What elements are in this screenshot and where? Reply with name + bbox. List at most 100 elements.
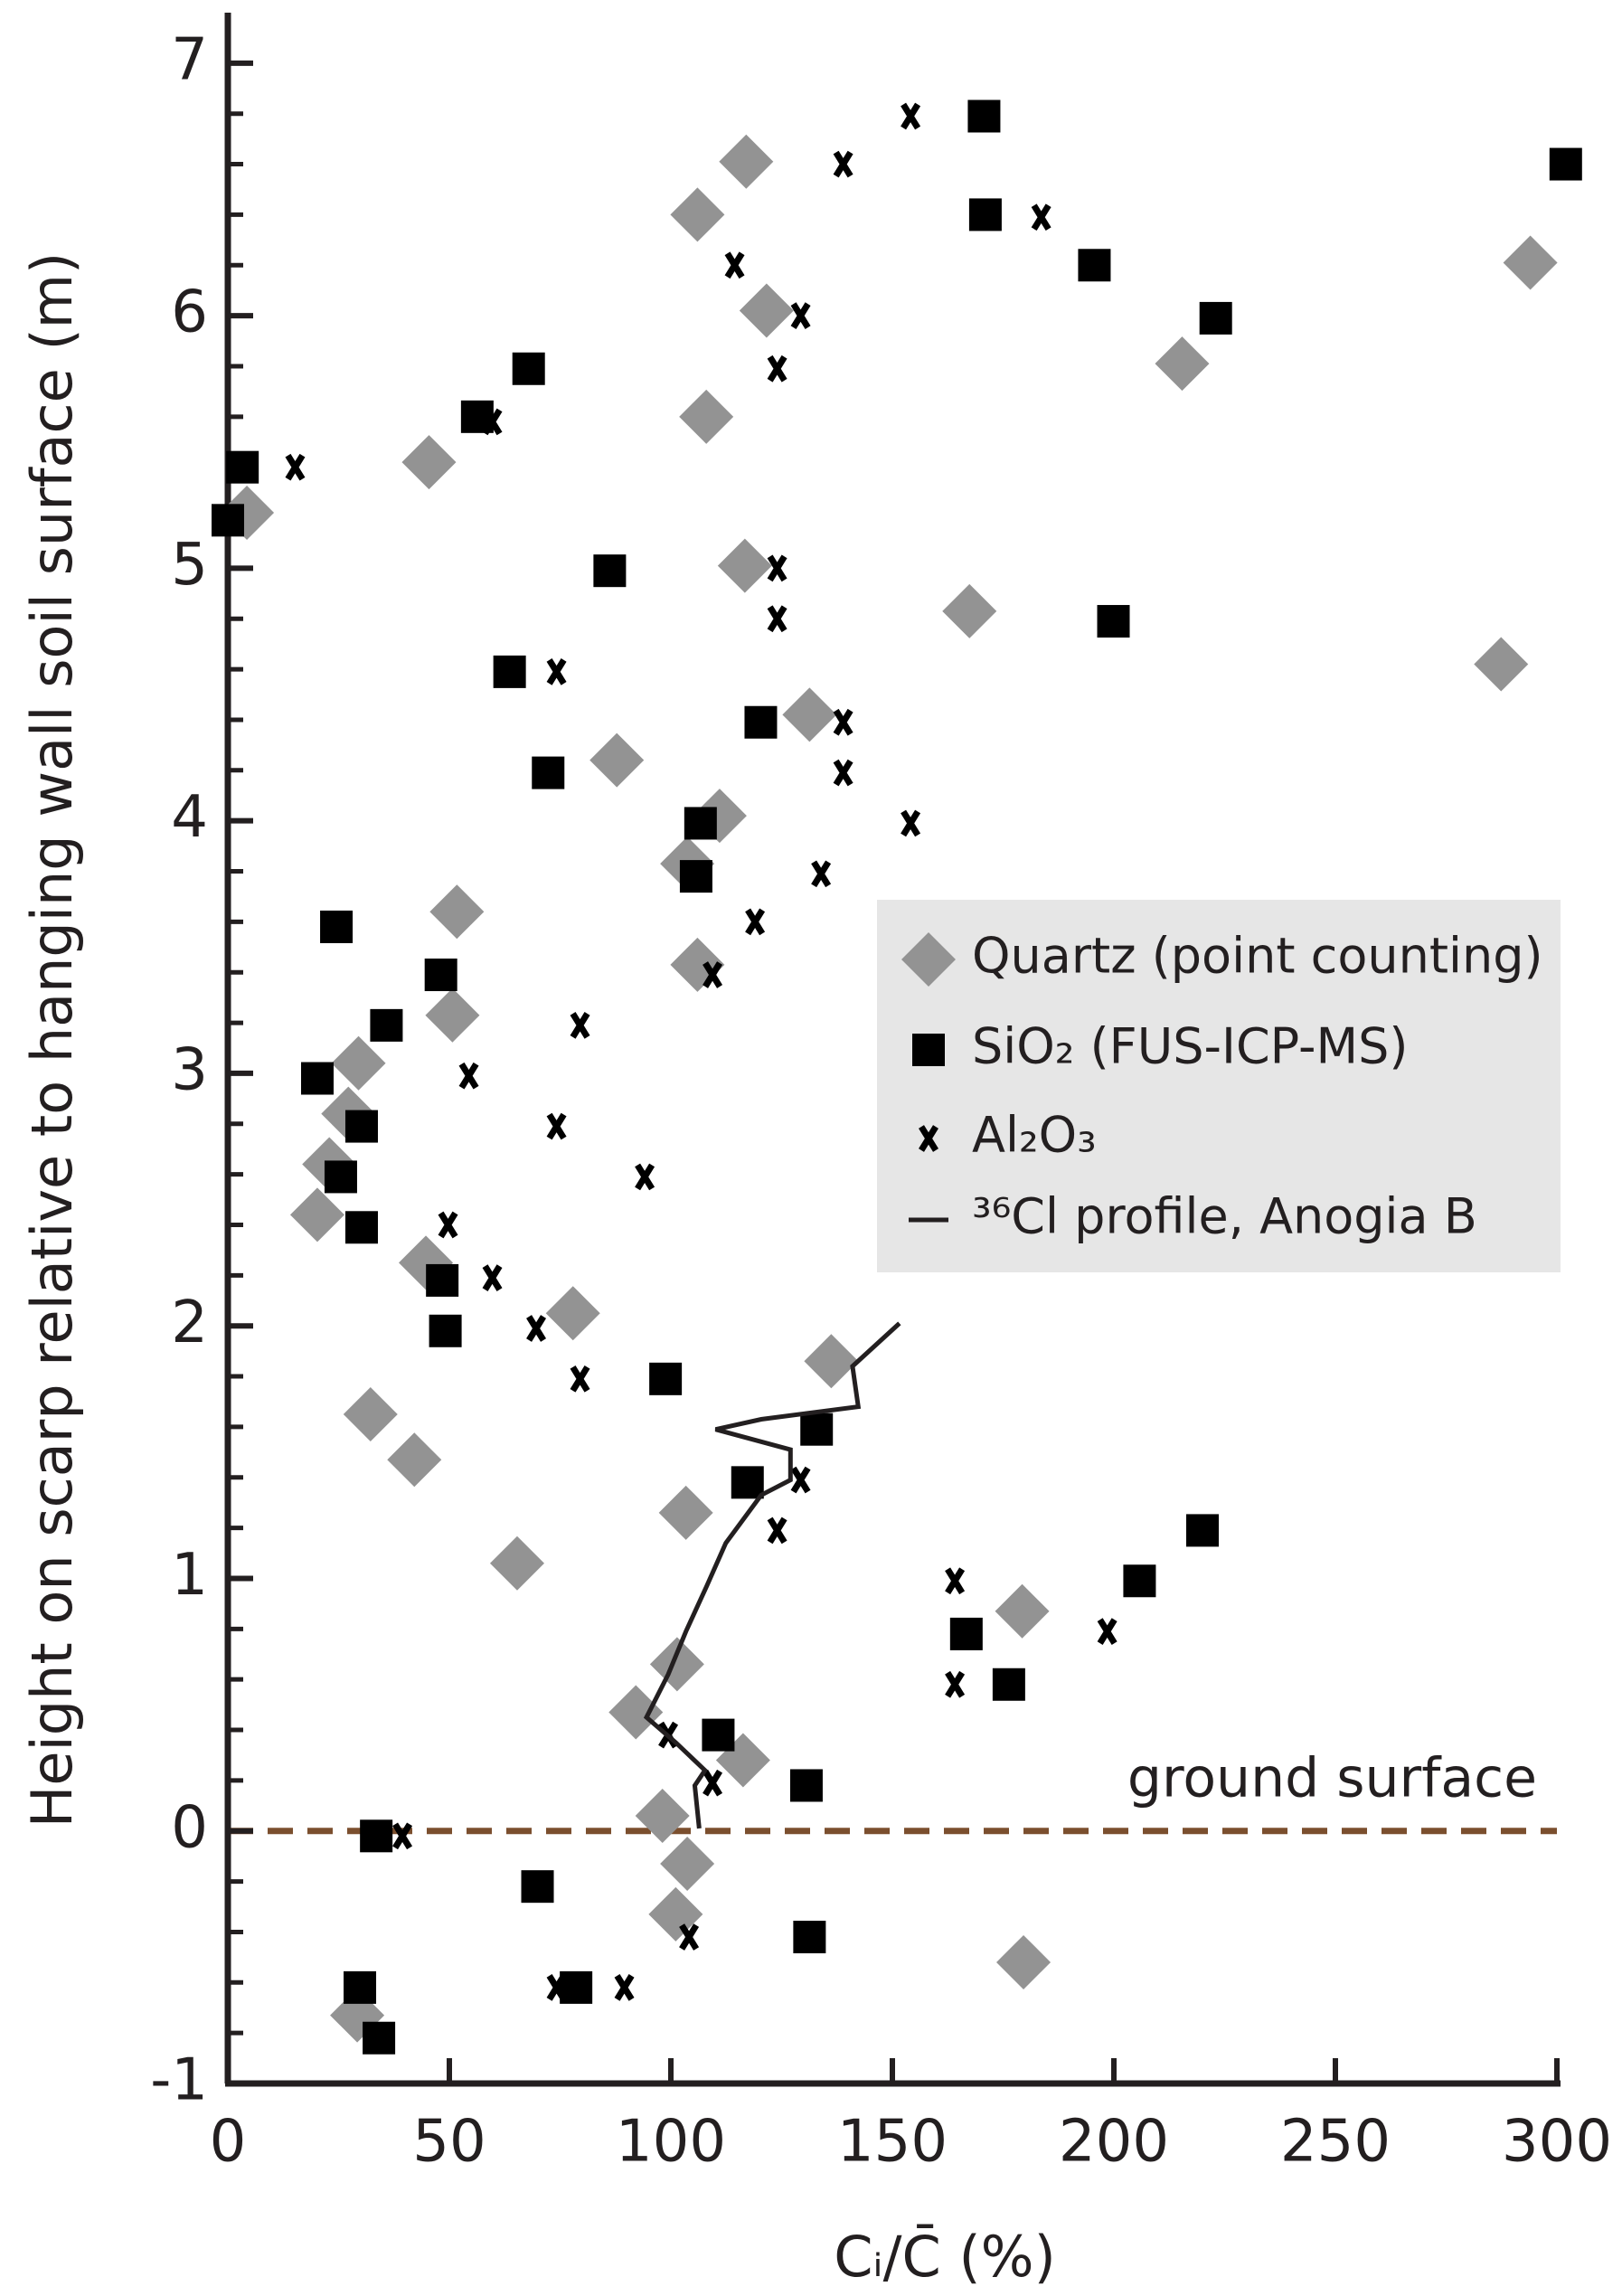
y-tick-label: 2 bbox=[171, 1290, 208, 1356]
point-square bbox=[363, 2021, 396, 2055]
point-diamond bbox=[608, 1685, 664, 1740]
point-x bbox=[945, 1567, 966, 1595]
point-square bbox=[1078, 249, 1111, 282]
point-x bbox=[546, 1974, 567, 2001]
point-square bbox=[949, 1617, 983, 1650]
point-x bbox=[614, 1974, 635, 2001]
point-diamond bbox=[401, 435, 457, 490]
point-x bbox=[526, 1315, 547, 1342]
legend-marker bbox=[901, 932, 956, 987]
point-x bbox=[767, 554, 787, 582]
point-diamond bbox=[545, 1286, 600, 1341]
point-diamond bbox=[425, 987, 480, 1043]
point-diamond bbox=[343, 1386, 398, 1441]
point-square bbox=[360, 1819, 393, 1853]
point-x bbox=[767, 354, 787, 383]
point-square bbox=[560, 1970, 593, 2004]
point-diamond bbox=[942, 583, 997, 638]
point-diamond bbox=[1503, 235, 1558, 290]
point-diamond bbox=[1474, 637, 1529, 692]
legend-label: Al₂O₃ bbox=[972, 1107, 1097, 1164]
y-tick-label: 5 bbox=[171, 532, 208, 599]
point-diamond bbox=[331, 1035, 386, 1091]
point-diamond bbox=[719, 134, 774, 189]
point-x bbox=[458, 1062, 479, 1090]
x-tick-label: 0 bbox=[210, 2109, 247, 2176]
point-diamond bbox=[995, 1583, 1050, 1639]
point-square bbox=[512, 352, 545, 385]
point-diamond bbox=[589, 732, 645, 788]
point-square bbox=[684, 807, 717, 840]
point-square bbox=[1549, 147, 1582, 181]
x-tick-label: 250 bbox=[1280, 2109, 1391, 2176]
point-diamond bbox=[804, 1334, 859, 1389]
y-tick-label: 1 bbox=[171, 1542, 208, 1609]
point-x bbox=[790, 1466, 811, 1494]
annotation: ground surface bbox=[1127, 1746, 1537, 1809]
y-tick-label: 3 bbox=[171, 1037, 208, 1104]
point-x bbox=[767, 1516, 787, 1545]
point-square bbox=[702, 1718, 735, 1752]
point-square bbox=[744, 705, 778, 739]
point-x bbox=[679, 1923, 700, 1951]
point-square bbox=[424, 959, 457, 992]
legend-marker bbox=[919, 1125, 938, 1152]
point-x bbox=[635, 1163, 655, 1191]
point-x bbox=[703, 1769, 723, 1797]
point-square bbox=[344, 1211, 378, 1244]
point-square bbox=[793, 1921, 826, 1954]
x-axis-label: Cᵢ/C̄ (%) bbox=[834, 2224, 1056, 2290]
point-diamond bbox=[387, 1432, 442, 1488]
point-diamond bbox=[660, 1837, 715, 1892]
point-x bbox=[570, 1365, 590, 1393]
point-square bbox=[731, 1466, 764, 1499]
point-diamond bbox=[739, 283, 794, 338]
point-x bbox=[392, 1822, 413, 1850]
point-diamond bbox=[649, 1637, 704, 1692]
point-square bbox=[532, 756, 565, 789]
point-square bbox=[320, 910, 354, 943]
point-x bbox=[482, 408, 503, 436]
point-x bbox=[745, 908, 766, 936]
x-tick-label: 300 bbox=[1502, 2109, 1612, 2176]
point-diamond bbox=[782, 687, 837, 742]
x-tick-label: 200 bbox=[1059, 2109, 1169, 2176]
point-square bbox=[679, 860, 712, 893]
point-square bbox=[1186, 1514, 1219, 1547]
point-diamond bbox=[1155, 336, 1210, 392]
point-square bbox=[789, 1769, 823, 1802]
point-x bbox=[482, 1264, 503, 1291]
point-square bbox=[344, 1110, 378, 1143]
point-square bbox=[300, 1062, 334, 1095]
y-axis-label: Height on scarp relative to hanging wall… bbox=[19, 252, 85, 1828]
y-tick-label: 4 bbox=[171, 784, 208, 851]
point-diamond bbox=[670, 187, 725, 242]
point-square bbox=[429, 1314, 462, 1347]
x-tick-label: 50 bbox=[412, 2109, 486, 2176]
x-tick-label: 150 bbox=[837, 2109, 948, 2176]
point-diamond bbox=[658, 1485, 713, 1540]
legend-box bbox=[877, 900, 1561, 1272]
point-square bbox=[370, 1008, 403, 1042]
point-x bbox=[1097, 1618, 1117, 1645]
point-x bbox=[833, 150, 853, 178]
point-square bbox=[1097, 605, 1130, 638]
point-square bbox=[226, 450, 259, 484]
point-x bbox=[945, 1670, 966, 1698]
point-diamond bbox=[289, 1187, 344, 1242]
point-square bbox=[1199, 301, 1232, 335]
legend-label: Quartz (point counting) bbox=[972, 928, 1543, 985]
y-tick-label: 6 bbox=[171, 279, 208, 346]
point-x bbox=[438, 1211, 458, 1239]
point-x bbox=[546, 658, 567, 685]
point-x bbox=[570, 1012, 590, 1039]
profile-line bbox=[643, 1321, 901, 1829]
point-diamond bbox=[648, 1886, 703, 1942]
point-square bbox=[1123, 1564, 1156, 1598]
point-x bbox=[546, 1112, 567, 1140]
point-square bbox=[593, 554, 627, 588]
point-x bbox=[724, 251, 745, 279]
point-x bbox=[703, 961, 723, 988]
point-square bbox=[521, 1870, 554, 1904]
